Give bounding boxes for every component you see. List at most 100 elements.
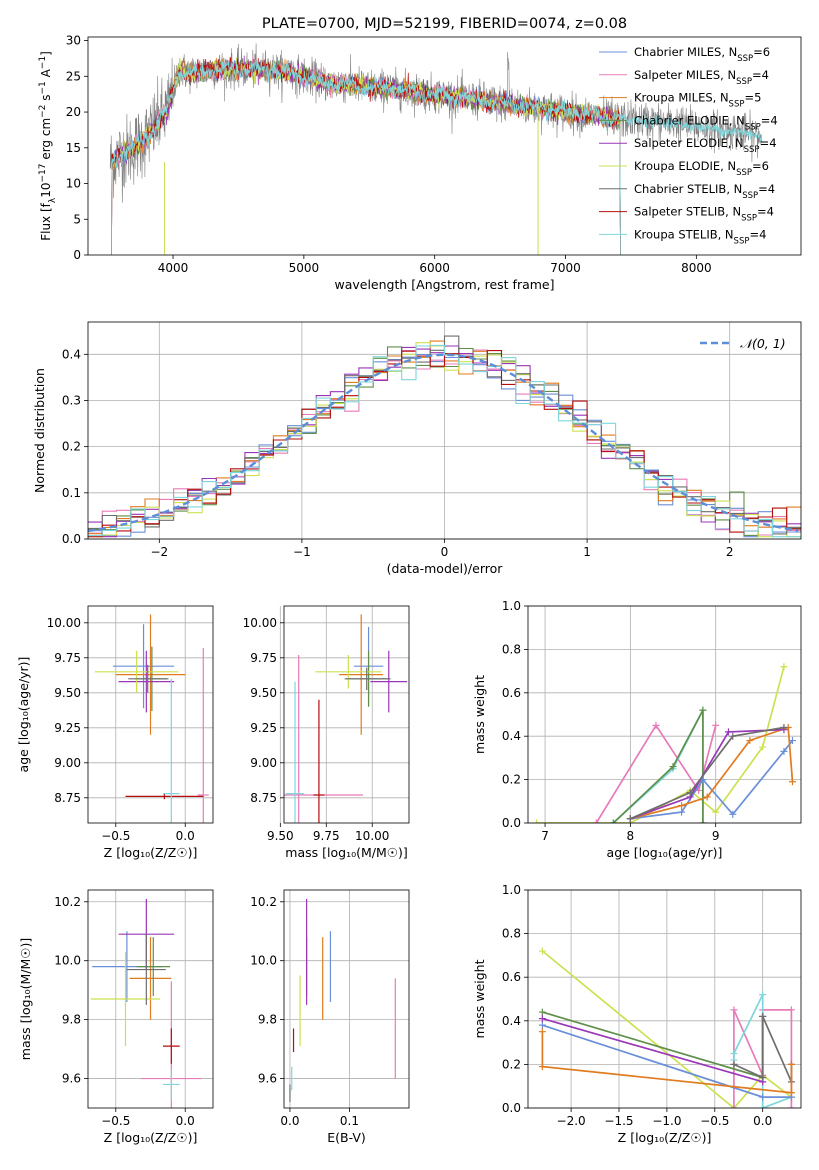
y-tick-label: 9.50 (250, 686, 277, 700)
axes-residuals: −2 −1 0 1 2 0.0 0.1 0.2 0.3 0.4 (data-model)/error… (32, 321, 802, 576)
weight-marker (712, 721, 720, 729)
y-axis-label: Flux [fλ10−17 erg cm−2 s−1 A−1] (38, 51, 58, 241)
y-tick-label: 0.6 (502, 686, 521, 700)
x-tick-label: 1 (583, 545, 591, 559)
weight-marker (780, 724, 788, 732)
y-tick-label: 0.2 (502, 773, 521, 787)
x-axis-label: age [log₁₀(age/yr)] (607, 845, 723, 860)
y-axis-label: mass weight (472, 959, 487, 1038)
x-tick-label: 10.00 (355, 829, 389, 843)
y-tick-label: 10.2 (54, 895, 81, 909)
axes-mass-age: 9.50 9.75 10.00 8.75 9.00 9.25 9.50 9.75 10.00 ma… (243, 605, 410, 860)
y-tick-label: 0.8 (502, 927, 521, 941)
plot-area (289, 898, 396, 1103)
axes-frame (87, 889, 214, 1109)
weight-marker (746, 737, 754, 745)
legend-label: Kroupa STELIB, NSSP=4 (634, 227, 766, 246)
weight-marker (724, 728, 732, 736)
y-tick-label: 5 (73, 212, 81, 226)
weight-marker (712, 808, 720, 816)
y-tick-label: 10.00 (47, 616, 81, 630)
legend: Chabrier MILES, NSSP=6 Salpeter MILES, NS… (599, 45, 778, 246)
x-tick-label: 8000 (681, 261, 712, 275)
weight-marker (538, 1008, 546, 1016)
weight-marker (759, 743, 767, 751)
y-tick-label: 30 (66, 34, 81, 48)
x-tick-label: 6000 (419, 261, 450, 275)
axes-frame (283, 605, 410, 824)
y-tick-label: 0.4 (502, 1014, 521, 1028)
x-tick-label: 9.50 (267, 829, 294, 843)
x-tick-label: 0 (441, 545, 449, 559)
y-tick-label: 0.6 (502, 970, 521, 984)
plot-area (88, 335, 801, 538)
y-tick-label: 9.8 (258, 1013, 277, 1027)
x-axis-label: E(B-V) (327, 1130, 366, 1145)
x-axis-label: mass [log₁₀(M/M☉)] (285, 845, 407, 860)
x-axis-label: (data-model)/error (387, 561, 504, 576)
weight-marker (729, 732, 737, 740)
x-tick-label: −0.5 (700, 1114, 729, 1128)
legend-label: Salpeter STELIB, NSSP=4 (634, 205, 774, 224)
weight-line-2 (541, 1031, 793, 1094)
x-tick-label: −0.5 (101, 829, 130, 843)
x-axis-label: wavelength [Angstrom, rest frame] (334, 277, 554, 292)
weight-line-2 (630, 726, 794, 820)
weight-marker (787, 1104, 795, 1108)
x-tick-label: 0.0 (280, 1114, 299, 1128)
y-tick-label: 9.6 (258, 1072, 277, 1086)
y-axis-label: age [log₁₀(age/yr)] (16, 657, 31, 773)
weight-marker (787, 1006, 795, 1014)
x-tick-label: −0.5 (101, 1114, 130, 1128)
axes-z-mass: −0.5 0.0 9.6 9.8 10.0 10.2 Z [log₁₀(Z/Z☉)] mass… (18, 889, 214, 1145)
x-axis-label: Z [log₁₀(Z/Z☉)] (104, 1130, 198, 1145)
x-tick-label: 9 (712, 829, 720, 843)
x-tick-label: −2.0 (557, 1114, 586, 1128)
y-tick-label: 9.50 (54, 686, 81, 700)
axes-ebv-mass: 0.0 0.1 9.6 9.8 10.0 10.2 E(B-V) (250, 889, 410, 1145)
weight-line-6 (630, 726, 785, 820)
y-tick-label: 9.25 (250, 721, 277, 735)
x-tick-label: 2 (726, 545, 734, 559)
weight-marker (699, 706, 707, 714)
legend-label: Salpeter ELODIE, NSSP=4 (634, 136, 777, 155)
x-tick-label: 8 (627, 829, 635, 843)
x-axis-label: Z [log₁₀(Z/Z☉)] (618, 1130, 712, 1145)
x-tick-label: 5000 (289, 261, 320, 275)
legend-label: 𝒩(0, 1) (740, 336, 786, 351)
weight-marker (730, 1060, 738, 1068)
y-tick-label: 15 (66, 141, 81, 155)
y-tick-label: 0.4 (62, 347, 81, 361)
y-tick-label: 10.0 (54, 954, 81, 968)
y-tick-label: 8.75 (250, 791, 277, 805)
axes-frame (527, 889, 802, 1109)
y-tick-label: 9.00 (54, 756, 81, 770)
y-tick-label: 1.0 (502, 883, 521, 897)
y-tick-label: 8.75 (54, 791, 81, 805)
weight-marker (759, 1073, 767, 1081)
axes-z-weight: −2.0 −1.5 −1.0 −0.5 0.0 0.0 0.2 0.4 0.6 0.8 1.0 Z [… (472, 883, 802, 1145)
x-tick-label: −2 (150, 545, 168, 559)
legend-label: Chabrier ELODIE, NSSP=4 (634, 113, 778, 132)
y-tick-label: 0.0 (62, 532, 81, 546)
weight-line-4 (630, 728, 784, 820)
y-tick-label: 0.8 (502, 642, 521, 656)
x-tick-label: −1 (293, 545, 311, 559)
weight-marker (669, 763, 677, 771)
legend-label: Kroupa MILES, NSSP=5 (634, 91, 761, 110)
y-tick-label: 9.8 (62, 1013, 81, 1027)
axes-frame (87, 321, 802, 540)
normal-curve (88, 353, 799, 533)
weight-marker (780, 747, 788, 755)
x-tick-label: 0.0 (753, 1114, 772, 1128)
weight-marker (759, 1012, 767, 1020)
weight-marker (538, 947, 546, 955)
x-tick-label: 7 (541, 829, 549, 843)
y-axis-label: mass [log₁₀(M/M☉)] (18, 938, 33, 1060)
weight-marker (592, 819, 600, 823)
axes-z-age: −0.5 0.0 8.75 9.00 9.25 9.50 9.75 10.00 Z [log₁₀… (16, 605, 214, 860)
x-tick-label: −1.5 (604, 1114, 633, 1128)
y-tick-label: 10.00 (243, 616, 277, 630)
weight-line-3 (612, 709, 704, 823)
y-tick-label: 10.2 (250, 895, 277, 909)
